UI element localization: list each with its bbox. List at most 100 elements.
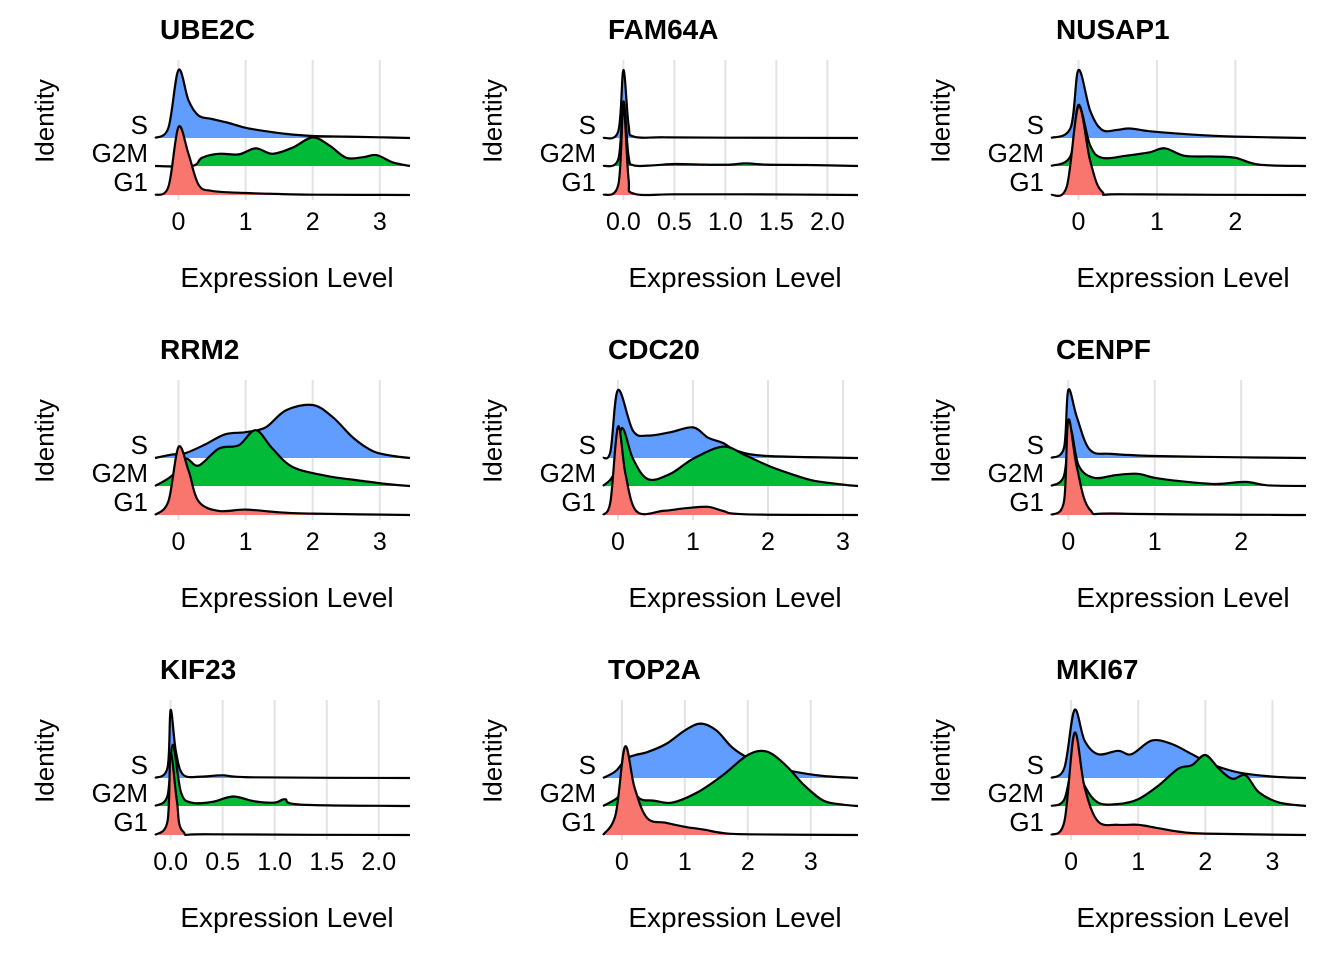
ridge-line-g2m [1050, 103, 1307, 168]
x-tick-label: 1 [686, 528, 700, 556]
panel-title: FAM64A [608, 14, 719, 45]
category-label-s: S [578, 110, 596, 140]
ridge-panel: UBE2C Identity S G2M G1 0 1 2 3 Expression Level [0, 0, 440, 315]
category-label-g2m: G2M [91, 778, 148, 808]
ridge-area-g1 [1051, 732, 1306, 835]
x-axis-label: Expression Level [1076, 902, 1290, 933]
category-label-g2m: G2M [987, 778, 1044, 808]
x-tick-label: 1.0 [708, 208, 743, 236]
ridge-area-s [1051, 709, 1306, 778]
ridge-line-s [1050, 388, 1307, 460]
y-axis-label: Identity [29, 79, 60, 163]
y-axis-label: Identity [477, 79, 508, 163]
category-label-g2m: G2M [91, 458, 148, 488]
x-tick-label: 1 [238, 208, 253, 236]
category-label-g1: G1 [113, 807, 148, 837]
panel-title: MKI67 [1056, 654, 1139, 685]
ridge-panel: CENPF Identity S G2M G1 0 1 2 Expression Level [896, 320, 1336, 635]
x-tick-label: 3 [372, 208, 387, 236]
category-label-s: S [1026, 110, 1044, 140]
x-tick-label: 2 [305, 208, 320, 236]
ridge-area-g2m [1051, 754, 1306, 806]
x-tick-label: 2.0 [361, 848, 397, 876]
ridge-line-g1 [602, 425, 859, 517]
x-tick-label: 1.5 [759, 208, 794, 236]
x-tick-label: 1 [677, 848, 692, 876]
panel-title: CDC20 [608, 334, 700, 365]
x-tick-label: 2 [305, 528, 320, 556]
x-tick-label: 1.5 [309, 848, 345, 876]
ridge-area-s [603, 723, 858, 778]
x-axis-label: Expression Level [628, 582, 842, 613]
x-tick-label: 0.0 [606, 208, 641, 236]
ridge-line-s [1050, 68, 1307, 140]
x-tick-label: 0.0 [153, 848, 188, 876]
ridge-line-s [154, 708, 411, 780]
x-tick-label: 2.0 [810, 208, 845, 236]
panel-title: CENPF [1056, 334, 1151, 365]
ridge-area-g1 [155, 126, 410, 195]
ridge-line-g1 [1050, 418, 1307, 517]
category-label-s: S [1026, 750, 1044, 780]
x-axis-label: Expression Level [628, 902, 842, 933]
x-tick-label: 1 [1147, 528, 1162, 556]
ridge-plot [602, 380, 859, 520]
ridge-area-s [603, 389, 858, 459]
category-label-g1: G1 [561, 167, 596, 197]
ridge-area-s [155, 404, 410, 458]
ridge-area-g1 [155, 446, 410, 515]
ridge-area-g2m [603, 428, 858, 486]
ridge-area-s [603, 69, 858, 139]
x-tick-label: 2 [761, 528, 775, 556]
x-tick-label: 0 [171, 528, 186, 556]
category-label-s: S [1026, 430, 1044, 460]
category-label-g2m: G2M [987, 138, 1044, 168]
ridge-plot [1050, 700, 1307, 840]
x-tick-label: 2 [740, 848, 755, 876]
x-tick-label: 3 [372, 528, 387, 556]
x-tick-label: 0 [611, 528, 625, 556]
x-tick-label: 3 [836, 528, 850, 556]
x-axis-label: Expression Level [628, 262, 842, 293]
ridge-area-g2m [603, 101, 858, 167]
category-label-g2m: G2M [91, 138, 148, 168]
ridge-area-s [155, 69, 410, 138]
category-label-g1: G1 [561, 487, 596, 517]
ridge-line-s [602, 388, 859, 460]
ridge-area-g1 [155, 753, 410, 835]
x-axis-label: Expression Level [1076, 262, 1290, 293]
panel-title: RRM2 [160, 334, 240, 365]
category-label-g1: G1 [113, 487, 148, 517]
panel-title: NUSAP1 [1056, 14, 1170, 45]
x-tick-label: 0 [171, 208, 186, 236]
ridge-line-g2m [602, 427, 859, 488]
ridge-panel: RRM2 Identity S G2M G1 0 1 2 3 Expression Level [0, 320, 440, 635]
category-label-g1: G1 [1009, 167, 1044, 197]
x-tick-label: 2 [1228, 208, 1243, 236]
y-axis-label: Identity [29, 719, 60, 803]
ridge-area-g1 [603, 426, 858, 515]
x-tick-label: 0 [1061, 528, 1076, 556]
x-axis-label: Expression Level [1076, 582, 1290, 613]
panel-title: UBE2C [160, 14, 255, 45]
x-tick-label: 3 [1265, 848, 1280, 876]
category-label-g1: G1 [1009, 487, 1044, 517]
category-label-g2m: G2M [539, 778, 596, 808]
category-label-s: S [130, 110, 148, 140]
x-tick-label: 3 [803, 848, 818, 876]
ridge-line-g1 [154, 752, 411, 837]
category-label-s: S [578, 750, 596, 780]
category-label-s: S [130, 430, 148, 460]
ridge-plot [154, 380, 411, 520]
x-tick-label: 1 [238, 528, 253, 556]
x-tick-label: 0 [614, 848, 629, 876]
x-tick-label: 0 [1071, 208, 1086, 236]
panel-title: TOP2A [608, 654, 701, 685]
x-tick-label: 0.5 [657, 208, 692, 236]
ridge-panel: CDC20 Identity S G2M G1 0 1 2 3 Expression Level [448, 320, 888, 635]
x-tick-label: 2 [1198, 848, 1213, 876]
ridge-panel: KIF23 Identity S G2M G1 0.0 0.5 1.0 1.5 2.0 Expres… [0, 640, 440, 955]
ridge-line-g1 [602, 745, 859, 837]
x-axis-label: Expression Level [180, 582, 394, 613]
